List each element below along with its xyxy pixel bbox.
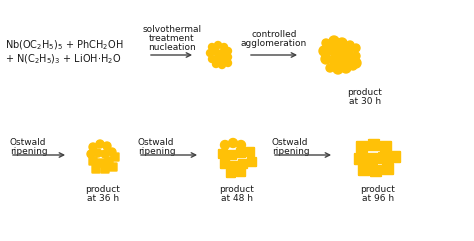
Text: treatment: treatment [149,34,195,43]
Circle shape [336,55,348,67]
Circle shape [345,55,355,65]
Circle shape [327,45,337,55]
Text: ripening: ripening [138,147,176,156]
FancyBboxPatch shape [101,165,109,173]
Text: ripening: ripening [10,147,47,156]
FancyBboxPatch shape [237,148,246,158]
Circle shape [101,150,109,158]
Circle shape [87,150,95,158]
Circle shape [225,47,231,54]
FancyBboxPatch shape [246,147,255,156]
Circle shape [96,140,104,148]
Circle shape [89,143,97,151]
FancyBboxPatch shape [366,154,377,165]
Circle shape [103,142,111,150]
Circle shape [319,46,329,56]
FancyBboxPatch shape [355,154,365,165]
Circle shape [326,64,334,72]
Text: at 96 h: at 96 h [362,194,394,203]
Circle shape [228,139,237,147]
Circle shape [94,149,102,157]
FancyBboxPatch shape [390,152,401,162]
Text: + N(C$_2$H$_5$)$_3$ + LiOH$\cdot$H$_2$O: + N(C$_2$H$_5$)$_3$ + LiOH$\cdot$H$_2$O [5,52,121,66]
Circle shape [341,63,351,73]
FancyBboxPatch shape [219,149,228,159]
FancyBboxPatch shape [238,160,247,168]
Circle shape [207,49,213,56]
Circle shape [337,38,347,48]
Text: Ostwald: Ostwald [10,138,46,147]
FancyBboxPatch shape [92,165,100,173]
Circle shape [225,54,231,60]
Circle shape [209,55,216,62]
FancyBboxPatch shape [227,168,236,178]
Circle shape [225,60,231,67]
Circle shape [343,47,353,57]
Circle shape [351,58,361,68]
Text: agglomeration: agglomeration [241,39,307,48]
FancyBboxPatch shape [381,141,392,153]
Text: at 30 h: at 30 h [349,97,381,106]
Text: nucleation: nucleation [148,43,196,52]
FancyBboxPatch shape [89,157,97,165]
Circle shape [212,48,219,55]
Circle shape [108,148,116,156]
Text: Nb(OC$_2$H$_5$)$_5$ + PhCH$_2$OH: Nb(OC$_2$H$_5$)$_5$ + PhCH$_2$OH [5,38,124,52]
Text: at 36 h: at 36 h [87,194,119,203]
Circle shape [219,61,226,68]
Text: Ostwald: Ostwald [138,138,174,147]
Circle shape [352,52,360,60]
FancyBboxPatch shape [247,158,256,167]
FancyBboxPatch shape [379,153,390,163]
Circle shape [212,60,219,67]
Text: at 48 h: at 48 h [221,194,253,203]
Circle shape [333,64,343,74]
Circle shape [349,62,357,70]
Circle shape [346,41,354,49]
FancyBboxPatch shape [220,160,229,168]
Circle shape [215,41,221,48]
Circle shape [209,43,216,51]
Circle shape [321,54,331,64]
Text: Ostwald: Ostwald [272,138,309,147]
FancyBboxPatch shape [105,157,113,165]
Text: product: product [86,185,120,194]
Text: ripening: ripening [272,147,310,156]
FancyBboxPatch shape [383,163,393,174]
Circle shape [352,44,360,52]
FancyBboxPatch shape [228,150,237,160]
Text: product: product [361,185,395,194]
Circle shape [215,55,221,62]
Text: solvothermal: solvothermal [143,25,201,34]
Circle shape [329,55,339,65]
Text: product: product [219,185,255,194]
FancyBboxPatch shape [109,163,117,171]
FancyBboxPatch shape [229,161,238,170]
Circle shape [220,56,228,63]
Circle shape [220,43,228,51]
Circle shape [329,36,339,46]
FancyBboxPatch shape [237,167,246,176]
FancyBboxPatch shape [356,141,367,153]
FancyBboxPatch shape [358,165,370,175]
Circle shape [334,45,346,57]
FancyBboxPatch shape [368,140,380,150]
FancyBboxPatch shape [97,159,105,167]
Circle shape [237,141,246,149]
Circle shape [219,49,226,56]
Circle shape [220,141,229,149]
Text: product: product [347,88,383,97]
Text: controlled: controlled [251,30,297,39]
FancyBboxPatch shape [371,166,382,176]
Circle shape [322,39,330,47]
FancyBboxPatch shape [111,153,119,161]
